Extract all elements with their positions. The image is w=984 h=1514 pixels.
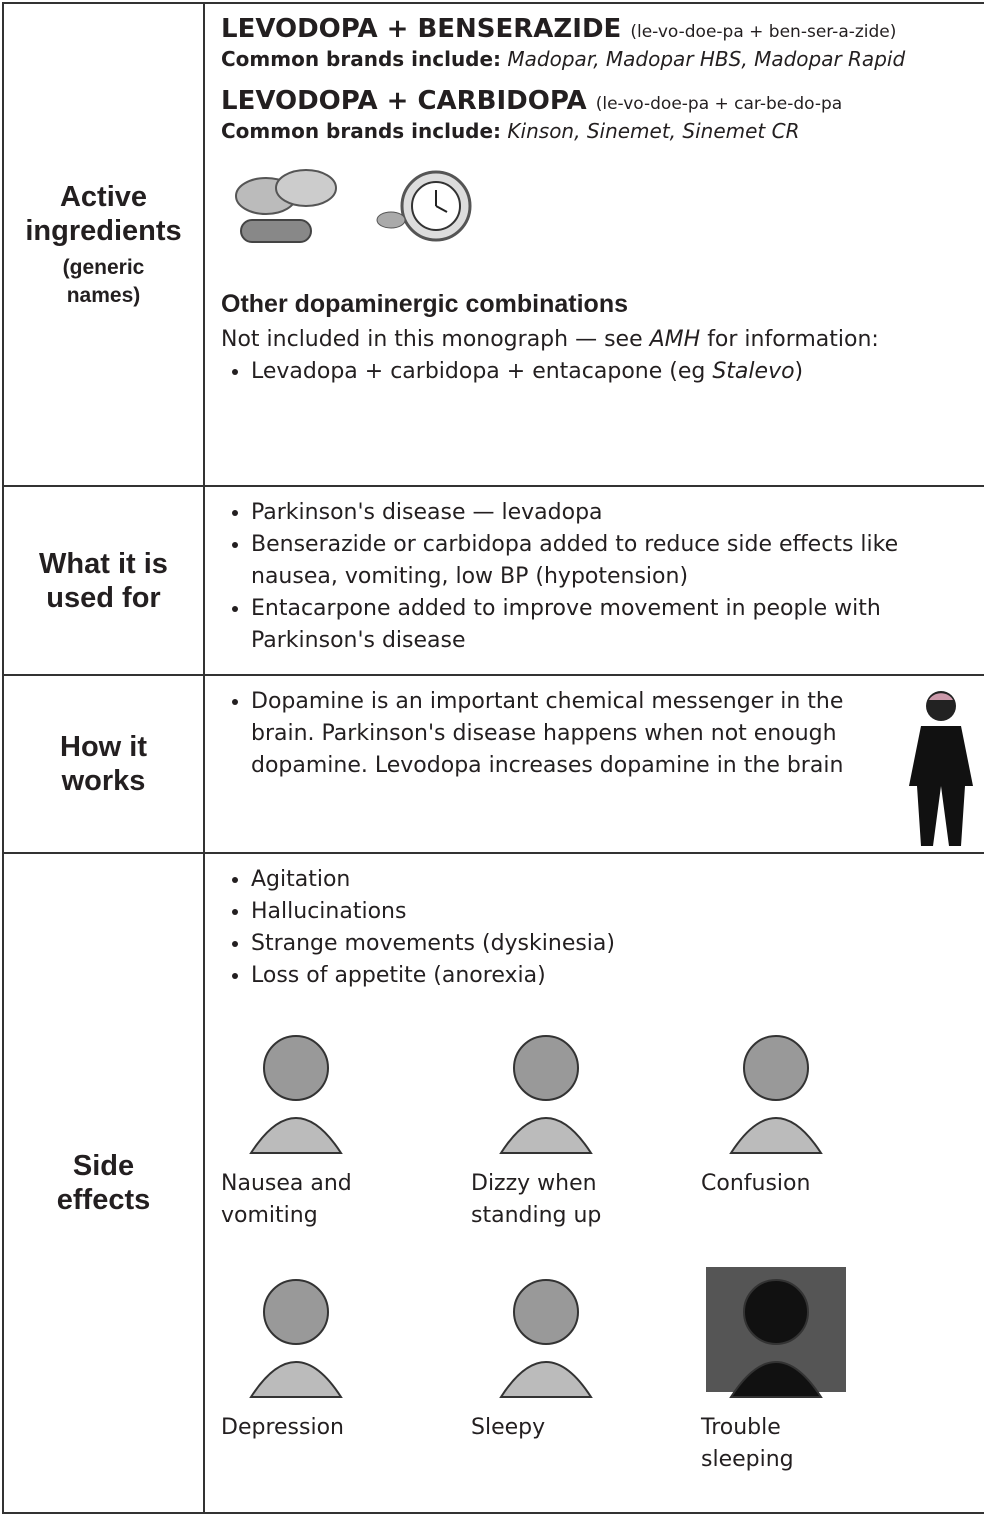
row-side-effects: Side effects AgitationHallucinationsStra…	[4, 854, 984, 1514]
note: Not included in this monograph — see AMH…	[221, 324, 980, 356]
body-silhouette	[909, 691, 973, 846]
row-body: Dopamine is an important chemical messen…	[205, 676, 984, 852]
row-heading: What it is used for	[4, 487, 205, 674]
drug-name: LEVODOPA + BENSERAZIDE	[221, 14, 622, 44]
row-used: What it is used for Parkinson's disease …	[4, 487, 984, 676]
row-how: How it works Dopamine is an important ch…	[4, 676, 984, 854]
row-heading: Side effects	[4, 854, 205, 1512]
row-heading: Active ingredients (generic names)	[4, 4, 205, 485]
illustration	[706, 1267, 846, 1398]
list-item: Dopamine is an important chemical messen…	[251, 686, 851, 782]
item-text: Levadopa + carbidopa + entacapone (eg	[251, 359, 706, 384]
list-item: Levadopa + carbidopa + entacapone (eg St…	[251, 356, 980, 388]
row-active: Active ingredients (generic names) LEVOD…	[4, 4, 984, 487]
item-text: )	[794, 359, 804, 384]
picture: Depression	[221, 1252, 471, 1476]
pronunciation: (le-vo-doe-pa + car-be-do-pa	[595, 94, 843, 114]
row-body: Parkinson's disease — levadopaBenserazid…	[205, 487, 984, 674]
note-text: Not included in this monograph — see	[221, 327, 643, 352]
other-list: Levadopa + carbidopa + entacapone (eg St…	[221, 356, 980, 388]
pictures: Nausea and vomiting Dizzy when standing u…	[221, 1008, 980, 1476]
list-item: Strange movements (dyskinesia)	[251, 928, 980, 960]
picture: Sleepy	[471, 1252, 701, 1476]
illustration	[249, 1279, 343, 1398]
combination: LEVODOPA + BENSERAZIDE (le-vo-doe-pa + b…	[221, 14, 980, 72]
list-item: Agitation	[251, 864, 980, 896]
illustration	[729, 1035, 823, 1154]
drug-name: LEVODOPA + CARBIDOPA	[221, 86, 587, 116]
combination: LEVODOPA + CARBIDOPA (le-vo-doe-pa + car…	[221, 86, 980, 144]
side-list: AgitationHallucinationsStrange movements…	[221, 864, 980, 992]
illustration	[499, 1035, 593, 1154]
pronunciation: (le-vo-doe-pa + ben-ser-a-zide)	[630, 22, 897, 42]
caption: Confusion	[701, 1171, 811, 1196]
heading: Side effects	[56, 1150, 151, 1216]
illustration	[249, 1035, 343, 1154]
row-body: LEVODOPA + BENSERAZIDE (le-vo-doe-pa + b…	[205, 4, 984, 485]
caption: Trouble sleeping	[701, 1415, 794, 1472]
list-item: Entacarpone added to improve movement in…	[251, 593, 980, 657]
subheading: (generic names)	[62, 255, 145, 307]
picture: Trouble sleeping	[701, 1252, 951, 1476]
tablet-icons	[235, 169, 472, 243]
list-item: Parkinson's disease — levadopa	[251, 497, 980, 529]
list-item: Loss of appetite (anorexia)	[251, 960, 980, 992]
how-list: Dopamine is an important chemical messen…	[221, 686, 851, 842]
heading: How it works	[60, 731, 147, 797]
heading: Active ingredients	[25, 180, 182, 247]
caption: Nausea and vomiting	[221, 1171, 352, 1228]
note-text: for information:	[707, 327, 879, 352]
other-title: Other dopaminergic combinations	[221, 290, 628, 318]
picture: Dizzy when standing up	[471, 1008, 701, 1232]
heading: What it is used for	[39, 547, 168, 614]
brands-label: Common brands include:	[221, 119, 502, 143]
picture: Confusion	[701, 1008, 951, 1232]
illustration	[499, 1279, 593, 1398]
row-heading: How it works	[4, 676, 205, 852]
list-item: Benserazide or carbidopa added to reduce…	[251, 529, 980, 593]
brands: Kinson, Sinemet, Sinemet CR	[507, 119, 800, 143]
brands: Madopar, Madopar HBS, Madopar Rapid	[507, 47, 906, 71]
used-list: Parkinson's disease — levadopaBenserazid…	[221, 497, 980, 657]
brands-label: Common brands include:	[221, 47, 502, 71]
item-brand: Stalevo	[712, 359, 795, 384]
note-ref: AMH	[649, 327, 701, 352]
caption: Depression	[221, 1415, 344, 1440]
caption: Sleepy	[471, 1415, 546, 1440]
row-body: AgitationHallucinationsStrange movements…	[205, 854, 984, 1512]
picture: Nausea and vomiting	[221, 1008, 471, 1232]
caption: Dizzy when standing up	[471, 1171, 602, 1228]
list-item: Hallucinations	[251, 896, 980, 928]
